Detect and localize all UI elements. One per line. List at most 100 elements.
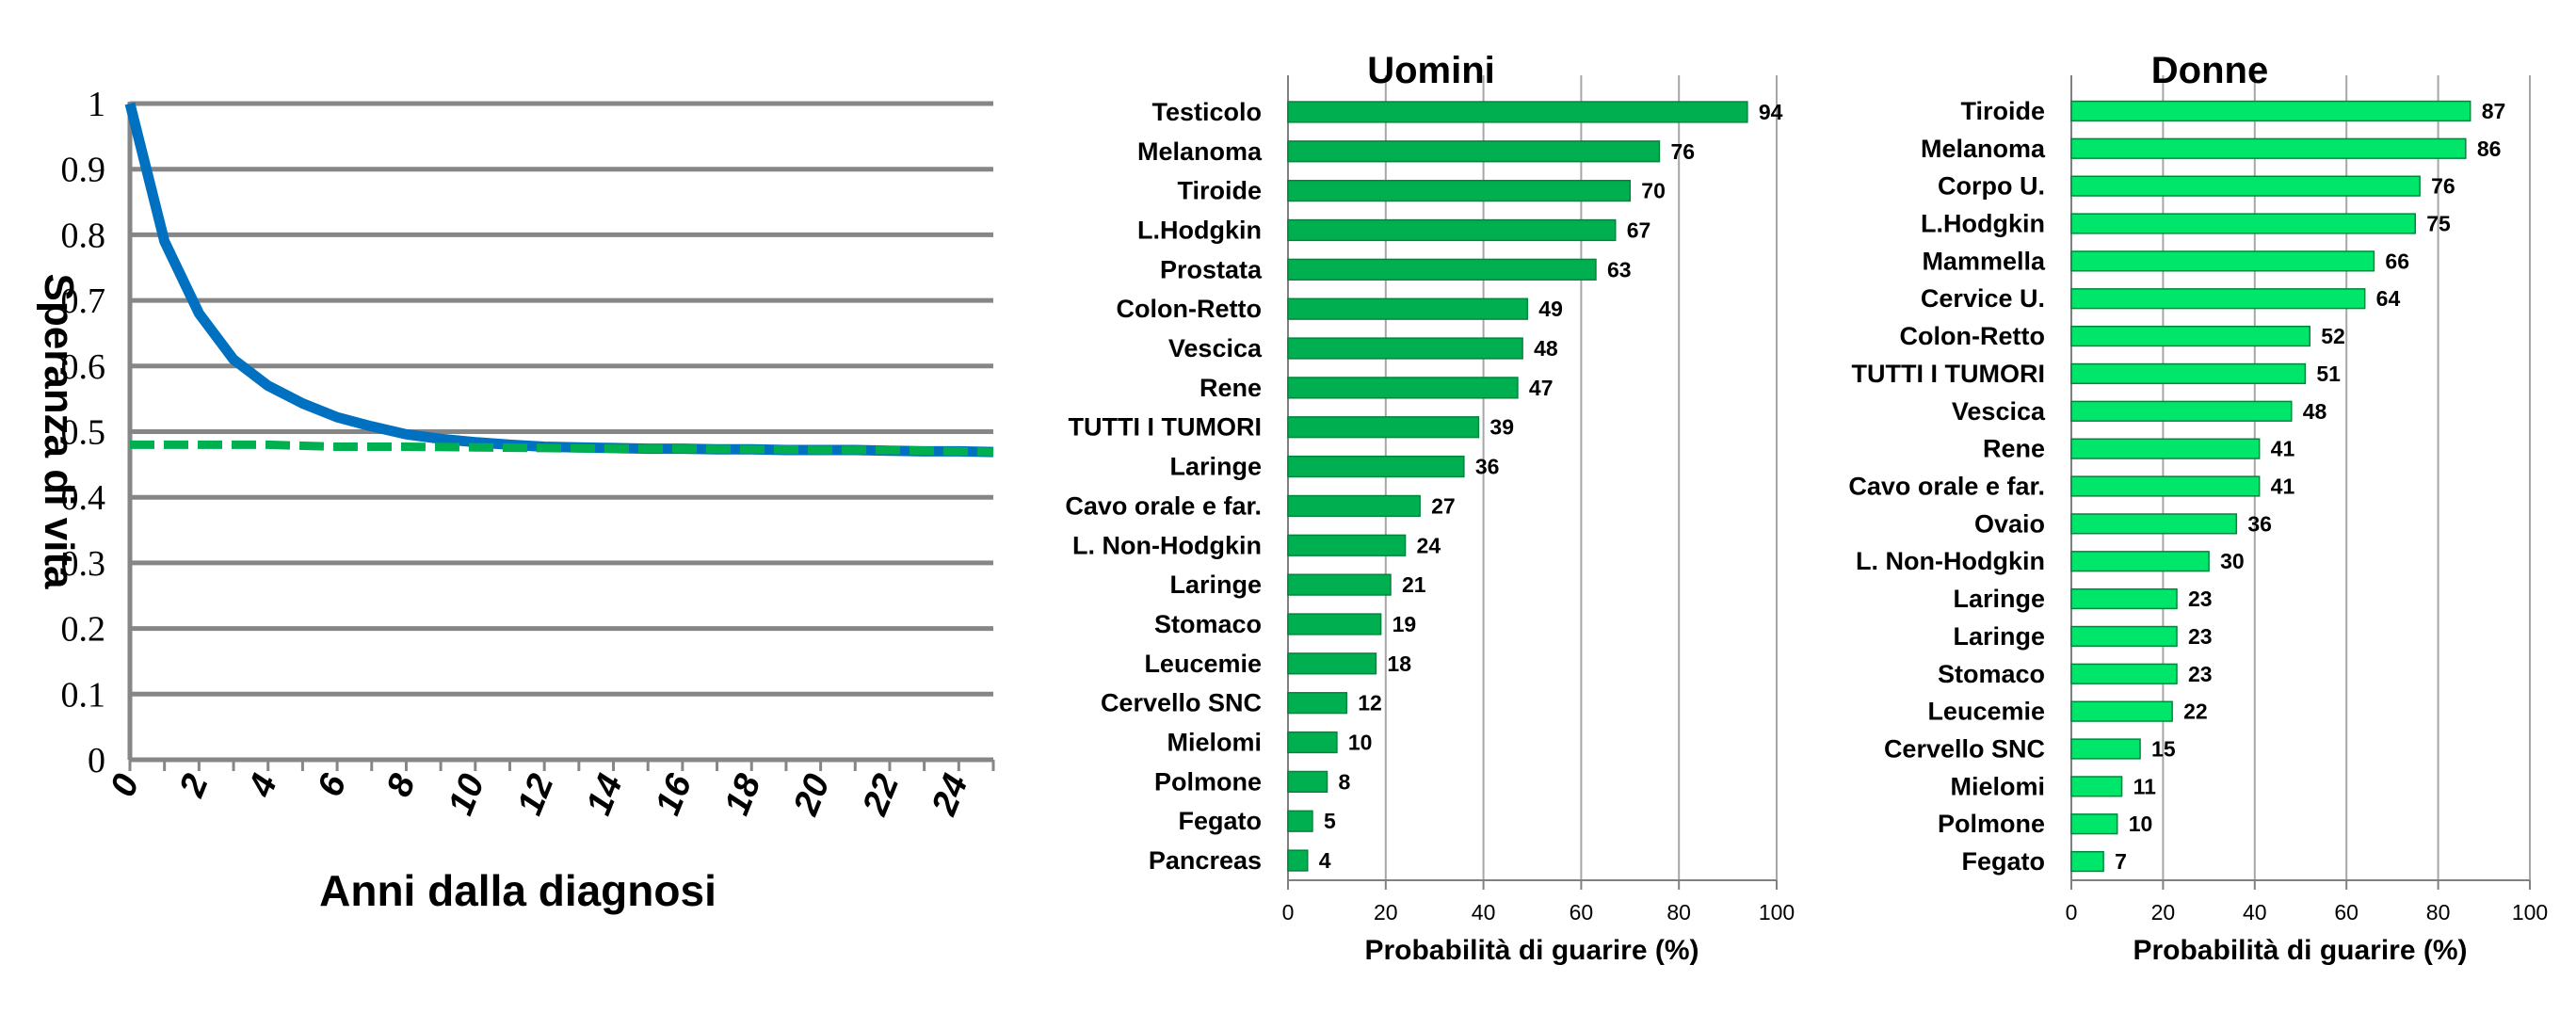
category-label: Leucemie [1927, 698, 2045, 726]
data-label: 7 [2115, 849, 2127, 874]
category-label: Mammella [1922, 247, 2046, 275]
category-label: Rene [1983, 435, 2045, 463]
data-label: 86 [2477, 137, 2502, 161]
bar [1287, 770, 1328, 794]
category-label: Fegato [1961, 847, 2045, 876]
x-tick-label: 14 [579, 769, 631, 821]
bar [1287, 337, 1523, 360]
category-label: Melanoma [1137, 137, 1263, 166]
bar [1287, 455, 1465, 478]
category-label: Cervello SNC [1884, 735, 2045, 764]
category-label: Vescica [1952, 397, 2046, 426]
data-label: 41 [2271, 474, 2295, 499]
y-tick-label: 0.8 [61, 216, 106, 255]
y-tick-label: 0.7 [61, 281, 106, 321]
bar [2070, 325, 2310, 347]
bar [2070, 813, 2118, 835]
x-tick-label: 2 [171, 769, 216, 803]
x-tick-label: 20 [786, 769, 838, 822]
data-label: 41 [2271, 437, 2295, 461]
category-label: Mielomi [1950, 772, 2045, 800]
y-tick-label: 0.6 [61, 347, 106, 387]
data-label: 23 [2188, 624, 2213, 649]
data-label: 12 [1358, 691, 1382, 715]
x-tick-label: 80 [1666, 900, 1691, 924]
category-label: Testicolo [1151, 98, 1262, 126]
data-label: 66 [2385, 249, 2409, 273]
data-label: 30 [2220, 549, 2245, 573]
bar [1287, 140, 1661, 163]
category-label: Colon-Retto [1117, 295, 1262, 323]
data-label: 76 [2431, 174, 2455, 199]
category-label: Corpo U. [1938, 172, 2045, 201]
data-label: 75 [2426, 212, 2451, 236]
x-tick-label: 4 [241, 769, 285, 803]
category-label: Prostata [1160, 255, 1263, 283]
category-label: L.Hodgkin [1921, 210, 2045, 238]
data-label: 5 [1324, 809, 1336, 833]
data-label: 94 [1759, 100, 1783, 124]
category-label: L. Non-Hodgkin [1856, 547, 2045, 575]
x-tick-label: 24 [925, 769, 976, 822]
bar [1287, 534, 1407, 556]
data-label: 10 [1348, 731, 1373, 755]
data-label: 4 [1319, 848, 1331, 873]
chart-title: Donne [2151, 50, 2268, 91]
bar [1287, 101, 1748, 123]
bar [2070, 288, 2366, 310]
category-label: Rene [1199, 374, 1262, 402]
data-label: 64 [2376, 286, 2401, 311]
x-axis-label: Probabilità di guarire (%) [2133, 935, 2467, 966]
data-label: 51 [2316, 362, 2341, 386]
data-label: 48 [2303, 399, 2327, 424]
data-label: 47 [1529, 376, 1554, 400]
x-tick-label: 20 [1374, 900, 1398, 924]
bar [1287, 179, 1632, 202]
bar [2070, 738, 2141, 760]
data-label: 70 [1641, 179, 1666, 203]
category-label: Mielomi [1167, 729, 1262, 757]
bar [1287, 416, 1480, 439]
bar [1287, 218, 1617, 242]
x-tick-label: 10 [441, 769, 492, 821]
bar [2070, 700, 2173, 722]
bar [2070, 587, 2178, 610]
bar [2070, 400, 2293, 422]
category-label: L. Non-Hodgkin [1072, 531, 1262, 559]
bar [1287, 731, 1338, 754]
bar [2070, 663, 2178, 684]
category-label: Melanoma [1921, 135, 2046, 163]
category-label: Leucemie [1144, 650, 1262, 678]
solid-series-line [124, 102, 994, 458]
y-tick-label: 0.2 [61, 610, 106, 650]
x-tick-label: 22 [855, 769, 907, 822]
category-label: Stomaco [1938, 660, 2045, 688]
data-label: 27 [1431, 493, 1456, 518]
men-bar-chart: 0 20 40 60 80 100 Testicolo 94 Melanoma 76 Tiroide… [1065, 50, 1795, 966]
category-label: Laringe [1953, 622, 2045, 651]
y-tick-label: 0.4 [61, 478, 106, 518]
bar [2070, 438, 2261, 459]
data-label: 22 [2183, 699, 2208, 724]
data-label: 15 [2151, 737, 2176, 762]
category-label: TUTTI I TUMORI [1069, 413, 1262, 442]
x-tick-label: 40 [1472, 900, 1496, 924]
category-label: Tiroide [1177, 177, 1262, 205]
bar [1287, 377, 1519, 399]
bar [2070, 625, 2178, 648]
x-axis-label: Probabilità di guarire (%) [1364, 935, 1699, 966]
category-label: Laringe [1169, 571, 1262, 599]
data-label: 76 [1670, 139, 1695, 164]
data-label: 8 [1339, 769, 1351, 794]
bar [2070, 362, 2307, 385]
x-tick-label: 8 [379, 768, 424, 802]
data-label: 23 [2188, 662, 2213, 686]
data-label: 23 [2188, 587, 2213, 611]
category-label: Vescica [1168, 334, 1263, 362]
bar [1287, 810, 1313, 832]
category-label: L.Hodgkin [1137, 216, 1262, 244]
category-label: Polmone [1154, 767, 1262, 796]
x-tick-label: 100 [1759, 900, 1795, 924]
bar [2070, 213, 2416, 234]
